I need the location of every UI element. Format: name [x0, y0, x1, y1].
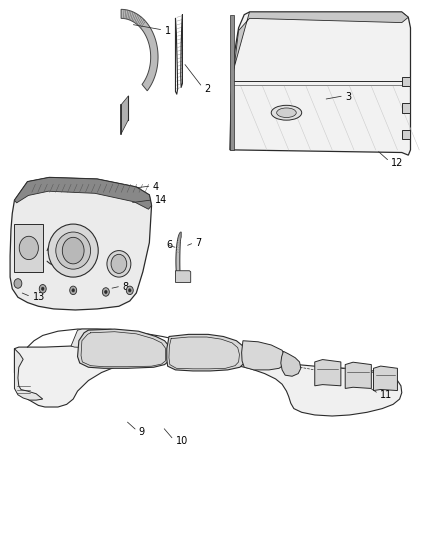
Polygon shape [14, 345, 402, 416]
Text: 6: 6 [167, 240, 173, 251]
Polygon shape [14, 177, 152, 209]
Text: 10: 10 [176, 437, 188, 447]
Text: 7: 7 [195, 238, 201, 248]
Polygon shape [374, 366, 397, 391]
Circle shape [128, 289, 131, 292]
Circle shape [14, 279, 22, 288]
Circle shape [72, 289, 74, 292]
Text: 2: 2 [204, 84, 210, 94]
Polygon shape [281, 351, 301, 376]
Text: 3: 3 [345, 92, 351, 102]
Circle shape [19, 236, 39, 260]
Polygon shape [231, 12, 408, 78]
Bar [402, 77, 410, 86]
Polygon shape [176, 232, 181, 274]
Ellipse shape [107, 251, 131, 277]
Polygon shape [10, 177, 152, 310]
Polygon shape [121, 10, 158, 91]
Ellipse shape [271, 106, 302, 120]
Polygon shape [78, 329, 169, 368]
Polygon shape [242, 341, 285, 370]
Polygon shape [71, 329, 158, 348]
Polygon shape [14, 349, 43, 400]
Text: 12: 12 [391, 158, 403, 168]
Circle shape [70, 286, 77, 295]
Polygon shape [176, 271, 191, 282]
Polygon shape [167, 334, 245, 371]
Polygon shape [230, 12, 410, 155]
Circle shape [111, 254, 127, 273]
Ellipse shape [56, 232, 91, 269]
Text: 4: 4 [153, 182, 159, 192]
Text: 1: 1 [165, 26, 171, 36]
Text: 13: 13 [33, 292, 45, 302]
Ellipse shape [48, 224, 98, 277]
Ellipse shape [277, 108, 296, 117]
Circle shape [126, 286, 133, 295]
Bar [402, 103, 410, 113]
Polygon shape [345, 362, 371, 389]
Circle shape [105, 290, 107, 294]
Text: 9: 9 [138, 427, 145, 437]
Bar [402, 130, 410, 139]
Polygon shape [315, 360, 341, 386]
Circle shape [39, 285, 46, 293]
Text: 14: 14 [155, 195, 167, 205]
Polygon shape [230, 14, 234, 150]
Circle shape [102, 288, 110, 296]
Circle shape [62, 237, 84, 264]
Circle shape [42, 287, 44, 290]
Text: 8: 8 [122, 281, 128, 292]
Polygon shape [121, 96, 128, 134]
Text: 11: 11 [380, 390, 392, 400]
Bar [14, 224, 43, 272]
